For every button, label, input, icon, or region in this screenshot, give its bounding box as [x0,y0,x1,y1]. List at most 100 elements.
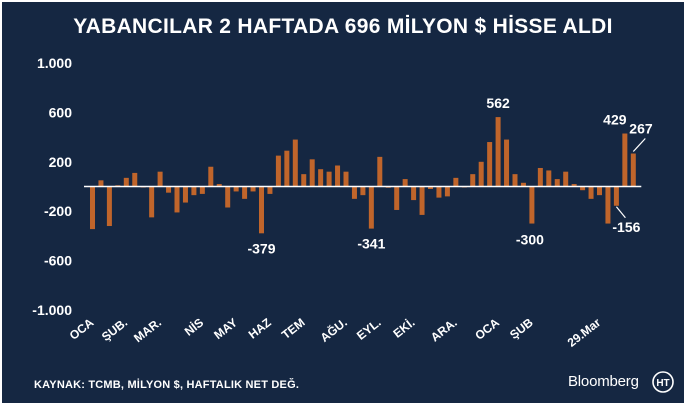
source-note: KAYNAK: TCMB, MİLYON $, HAFTALIK NET DEĞ… [34,379,300,391]
bar [504,139,510,187]
ht-logo-icon: HT [652,371,674,393]
bloomberg-logo-text: Bloomberg [568,373,639,390]
bar [259,186,264,234]
bar [520,182,526,187]
data-label: 267 [629,121,653,137]
x-tick-label: ARA. [428,315,460,344]
bar [335,165,341,187]
bar [182,186,188,203]
bar [428,186,433,189]
bar [360,186,366,196]
x-tick-label: MAY [211,315,240,342]
y-tick-label: 600 [49,104,73,120]
bar [90,186,95,230]
y-tick-label: 200 [49,154,73,170]
bar [605,186,611,224]
bar [106,186,112,227]
bar [208,166,214,187]
data-label: -300 [516,232,544,248]
bar [157,171,163,187]
bars [90,117,636,234]
bar [478,161,484,187]
y-tick-label: -600 [44,253,72,269]
bar [233,186,239,192]
bar [242,186,248,199]
bar [225,186,231,208]
bar [318,169,324,187]
label-connector [615,206,626,219]
x-tick-label: HAZ [246,315,274,341]
data-label: 429 [603,112,627,128]
chart-title: YABANCILAR 2 HAFTADA 696 MİLYON $ HİSSE … [73,15,613,38]
bar [98,180,104,187]
bar [174,186,180,213]
bar [250,186,256,192]
bar [436,186,442,198]
bar [622,133,628,187]
x-tick-label: TEM [279,315,308,342]
bar [470,174,476,187]
bar [588,186,594,199]
bar [554,179,560,187]
bar [326,171,332,187]
bar [453,177,459,187]
bar [487,142,493,187]
bar [191,186,197,196]
bar [495,117,501,187]
bar [351,186,357,199]
bar [216,184,222,187]
bar [123,177,129,187]
bar [292,139,298,187]
x-tick-label: EYL. [354,315,384,342]
data-label: -156 [612,219,640,235]
bar [571,184,577,187]
x-tick-label: 29.Mar [565,315,604,350]
x-tick-label: MAR. [131,315,164,345]
bar [267,186,273,194]
bar [377,156,383,187]
bar [309,159,315,187]
y-tick-label: 1.000 [37,55,72,71]
bar [580,186,586,191]
label-connector [632,138,646,152]
data-label: 562 [486,95,510,111]
x-tick-label: OCA [472,315,502,343]
bar [630,153,636,187]
y-tick-label: -1.000 [32,302,72,318]
data-label: -341 [357,236,385,252]
y-axis-ticks: 1.000 600 200 -200 -600 -1.000 [32,55,72,318]
bar [343,171,349,187]
bar [537,167,543,187]
x-tick-label: NİS [181,315,206,339]
bar [166,186,172,193]
bar [132,172,138,187]
x-tick-label: ŞUB [507,315,536,342]
bar [444,186,450,197]
bar [613,186,619,206]
bar [529,186,535,224]
y-tick-label: -200 [44,203,72,219]
data-label: -379 [247,240,275,256]
bar [512,174,518,187]
bar [275,155,281,187]
bar [402,179,408,187]
x-tick-label: EKİ. [390,315,418,341]
bar [394,186,400,210]
bar [301,174,307,187]
bar [284,150,290,187]
bar [411,186,417,201]
x-tick-label: AĞU. [317,315,350,345]
x-tick-label: OCA [67,315,97,343]
bar [368,186,374,229]
bar [419,186,425,215]
x-axis-ticks: OCA ŞUB. MAR. NİS MAY HAZ TEM AĞU. EYL. EKİ. ARA. O… [67,315,604,350]
bar [597,186,602,196]
x-tick-label: ŞUB. [99,315,130,344]
bar [546,170,552,187]
logo-text: HT [656,378,669,389]
bar [199,186,205,194]
